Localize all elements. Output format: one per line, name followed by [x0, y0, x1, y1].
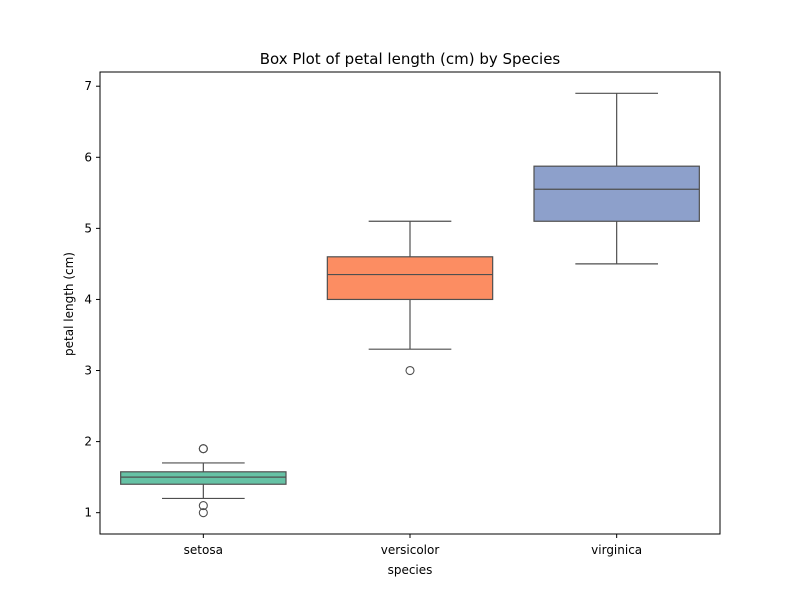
plot-area-frame [99, 71, 721, 535]
box-group-versicolor [326, 220, 494, 376]
iqr-box [326, 256, 494, 301]
boxes-layer [120, 92, 700, 518]
x-tick-label: setosa [184, 543, 223, 557]
y-axis: 1 2 3 4 5 6 7 [84, 79, 100, 520]
x-tick-label: virginica [591, 543, 642, 557]
box-group-virginica [533, 92, 700, 265]
outlier-point [198, 501, 208, 511]
y-tick-label: 2 [84, 435, 92, 449]
iqr-box [120, 471, 287, 485]
y-tick-label: 3 [84, 364, 92, 378]
outlier-point [405, 365, 415, 376]
y-axis-label: petal length (cm) [62, 252, 76, 356]
iqr-box [533, 165, 700, 222]
y-tick-label: 4 [84, 292, 92, 306]
outlier-point [198, 444, 208, 454]
x-axis-label: species [388, 563, 433, 577]
outlier-point [198, 508, 208, 518]
chart-title: Box Plot of petal length (cm) by Species [260, 50, 561, 68]
y-tick-label: 6 [84, 150, 92, 164]
y-tick-label: 5 [84, 221, 92, 235]
box-group-setosa [120, 444, 287, 518]
y-tick-label: 1 [84, 506, 92, 520]
y-tick-label: 7 [84, 79, 92, 93]
x-axis: setosa versicolor virginica [184, 534, 642, 557]
x-tick-label: versicolor [381, 543, 440, 557]
